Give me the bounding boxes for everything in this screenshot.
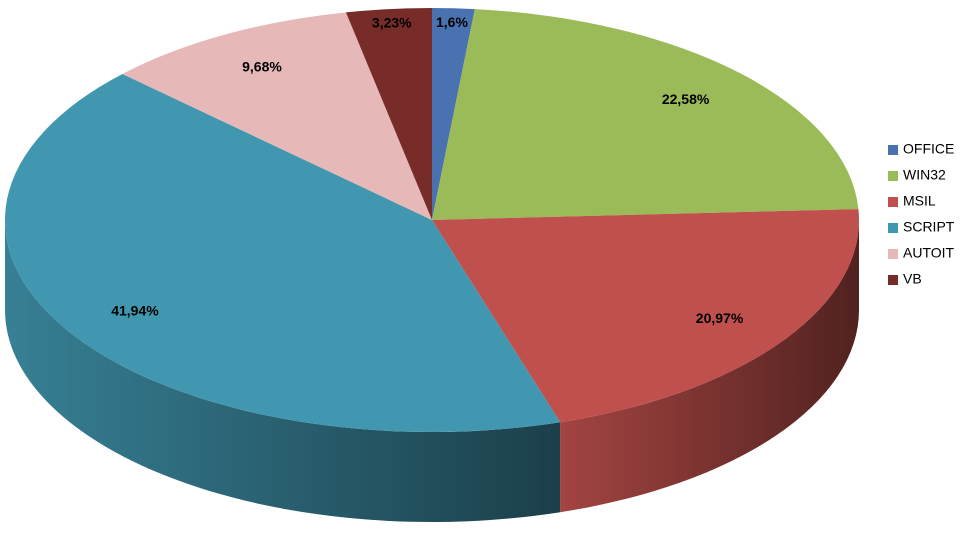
data-label: 1,6% <box>436 14 468 30</box>
legend-label: SCRIPT <box>903 219 955 235</box>
data-label: 20,97% <box>696 310 744 326</box>
legend-label: OFFICE <box>903 141 954 157</box>
legend-label: VB <box>903 271 922 287</box>
slice <box>432 8 475 220</box>
slice <box>432 209 859 423</box>
slice <box>122 12 432 220</box>
legend-swatch <box>888 197 898 207</box>
legend-label: WIN32 <box>903 167 946 183</box>
slice <box>4 74 561 432</box>
data-label: 3,23% <box>372 15 412 31</box>
slice-side <box>5 220 561 522</box>
legend-swatch <box>888 145 898 155</box>
legend-label: AUTOIT <box>903 245 955 261</box>
slice <box>432 9 859 220</box>
legend-swatch <box>888 275 898 285</box>
legend-swatch <box>888 223 898 233</box>
data-label: 9,68% <box>242 59 282 75</box>
slice-side <box>560 220 859 513</box>
legend-label: MSIL <box>903 193 936 209</box>
data-label: 41,94% <box>111 303 159 319</box>
slice <box>345 8 432 220</box>
legend-swatch <box>888 249 898 259</box>
legend-swatch <box>888 171 898 181</box>
data-label: 22,58% <box>662 91 710 107</box>
